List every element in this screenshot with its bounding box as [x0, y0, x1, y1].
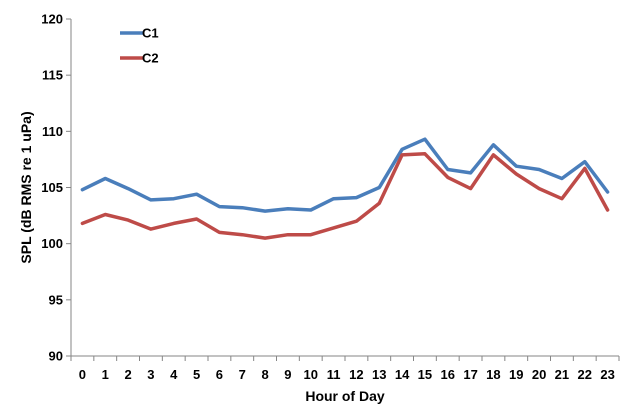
x-tick-label: 5 — [193, 367, 200, 382]
y-axis-title: SPL (dB RMS re 1 uPa) — [18, 111, 34, 263]
x-tick-label: 2 — [124, 367, 131, 382]
x-tick-label: 21 — [555, 367, 569, 382]
x-tick-label: 16 — [441, 367, 455, 382]
legend: C1 C2 — [120, 26, 159, 66]
y-tick-label: 100 — [41, 236, 63, 251]
x-tick-label: 13 — [372, 367, 386, 382]
x-tick-label: 19 — [509, 367, 523, 382]
x-axis-ticks: 0 1 2 3 4 5 6 7 8 9 10 11 12 13 14 15 16 17 18 19 20 21 22 23 — [70, 356, 620, 382]
x-tick-label: 8 — [261, 367, 268, 382]
legend-label: C2 — [142, 51, 159, 66]
y-axis-ticks: 90 95 100 105 110 115 120 — [41, 12, 71, 364]
x-tick-label: 7 — [239, 367, 246, 382]
y-tick-label: 110 — [42, 124, 63, 139]
x-tick-label: 4 — [170, 367, 178, 382]
x-tick-label: 15 — [418, 367, 432, 382]
x-tick-label: 0 — [79, 367, 86, 382]
x-tick-label: 23 — [600, 367, 614, 382]
x-axis-title: Hour of Day — [305, 388, 385, 404]
y-tick-label: 105 — [41, 180, 63, 195]
x-tick-label: 22 — [578, 367, 592, 382]
y-tick-label: 115 — [42, 68, 63, 83]
y-tick-label: 120 — [41, 12, 63, 27]
series-line-c2 — [80, 152, 610, 240]
x-tick-label: 11 — [327, 367, 341, 382]
x-tick-label: 1 — [102, 367, 109, 382]
x-tick-label: 12 — [349, 367, 363, 382]
y-tick-label: 95 — [49, 292, 63, 307]
x-tick-label: 17 — [463, 367, 477, 382]
series-line-c1 — [80, 137, 610, 213]
x-tick-label: 6 — [216, 367, 223, 382]
x-tick-label: 14 — [395, 367, 410, 382]
x-tick-label: 20 — [532, 367, 546, 382]
x-tick-label: 3 — [147, 367, 154, 382]
x-tick-label: 18 — [486, 367, 500, 382]
legend-label: C1 — [142, 26, 159, 41]
series-lines — [80, 137, 610, 240]
y-tick-label: 90 — [49, 349, 63, 364]
x-tick-label: 10 — [304, 367, 318, 382]
x-tick-label: 9 — [284, 367, 291, 382]
